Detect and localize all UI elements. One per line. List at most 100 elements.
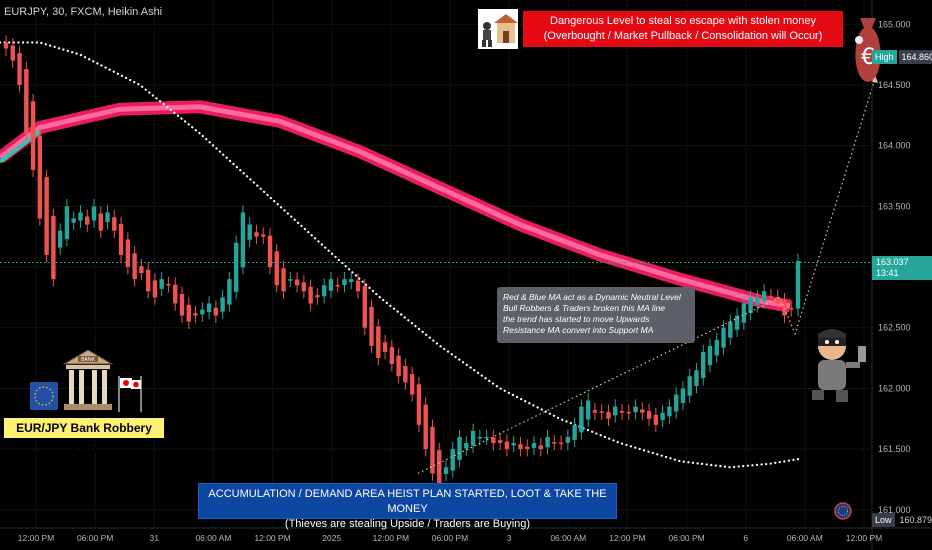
candle-body	[673, 394, 679, 412]
candle-body	[118, 223, 124, 255]
price-tick-label: 163.500	[878, 201, 911, 211]
candle-body	[125, 239, 131, 268]
candle-body	[321, 285, 327, 297]
candle-body	[687, 376, 692, 396]
plan-title: EUR/JPY Bank Robbery Plan	[3, 417, 165, 455]
candle-body	[294, 279, 300, 286]
candle-body	[3, 42, 9, 49]
time-tick-label: 12:00 PM	[254, 533, 290, 543]
low-label: Low	[872, 513, 895, 527]
time-tick-label: 6	[743, 533, 748, 543]
candle-body	[328, 279, 334, 291]
high-value: 164.860	[898, 50, 932, 64]
candle-body	[518, 444, 523, 450]
candle-body	[748, 297, 753, 314]
candle-body	[308, 286, 313, 304]
time-tick-label: 12:00 PM	[846, 533, 882, 543]
candle-body	[159, 279, 164, 289]
candle-body	[572, 424, 577, 440]
candle-body	[240, 212, 246, 268]
candle-body	[795, 260, 801, 309]
candle-body	[193, 313, 198, 316]
candle-body	[477, 436, 483, 439]
candle-body	[301, 282, 307, 292]
price-tick-label: 161.500	[878, 444, 911, 454]
price-tick-label: 165.000	[878, 19, 911, 29]
candle-body	[105, 212, 110, 223]
bank-building-icon: BANK	[62, 349, 114, 410]
candle-body	[423, 404, 428, 450]
low-value: 160.879	[896, 513, 932, 527]
candle-body	[511, 443, 516, 446]
candle-body	[755, 297, 760, 306]
time-tick-label: 12:00 PM	[609, 533, 645, 543]
candle-body	[552, 442, 557, 444]
candle-body	[220, 297, 225, 312]
candle-body	[254, 232, 259, 237]
time-axis[interactable]: 12:00 PM 06:00 PM 31 06:00 AM 12:00 PM 2025 12…	[18, 533, 882, 543]
candle-body	[558, 442, 564, 445]
candle-body	[30, 101, 36, 170]
dotted-curve-layer	[0, 41, 802, 469]
dotted-curve	[0, 41, 802, 469]
time-tick-label: 31	[150, 533, 160, 543]
candle-body	[538, 445, 543, 450]
candle-body	[396, 355, 401, 377]
candle-body	[335, 284, 340, 287]
time-tick-label: 06:00 PM	[77, 533, 113, 543]
danger-line-2: (Overbought / Market Pullback / Consolid…	[543, 30, 823, 42]
euro-coin-icon	[834, 502, 852, 520]
time-tick-label: 06:00 PM	[432, 533, 468, 543]
candle-body	[152, 280, 158, 298]
candle-body	[173, 284, 178, 304]
candle-body	[667, 406, 672, 417]
candle-body	[64, 206, 70, 240]
candle-body	[37, 135, 43, 219]
candle-body	[85, 216, 90, 225]
candle-body	[484, 436, 489, 439]
accumulation-box: ACCUMULATION / DEMAND AREA HEIST PLAN ST…	[198, 483, 617, 530]
candle-body	[443, 467, 449, 474]
candle-body	[24, 69, 29, 134]
candle-body	[166, 284, 171, 286]
time-tick-label: 12:00 PM	[18, 533, 54, 543]
candle-body	[376, 326, 381, 359]
japan-flag-icon	[118, 376, 142, 412]
candle-body	[450, 449, 455, 471]
candle-body	[565, 436, 571, 443]
candle-body	[267, 235, 273, 268]
candle-body	[362, 285, 367, 328]
candle-body	[497, 440, 503, 444]
candle-body	[227, 279, 232, 305]
candle-body	[91, 206, 97, 221]
candle-body	[470, 430, 476, 446]
countdown: 13:41	[876, 267, 899, 278]
time-tick-label: 2025	[322, 533, 341, 543]
candle-body	[186, 304, 191, 322]
candle-body	[768, 296, 774, 298]
candle-body	[315, 295, 320, 298]
candle-body	[200, 309, 205, 315]
low-badge: Low 160.879	[872, 513, 932, 527]
candle-body	[44, 177, 49, 255]
danger-level-box: Dangerous Level to steal so escape with …	[523, 11, 843, 47]
candle-body	[10, 45, 15, 61]
candle-body	[782, 300, 787, 316]
time-tick-label: 12:00 PM	[373, 533, 409, 543]
candle-body	[389, 347, 395, 365]
bank-sign: BANK	[81, 357, 95, 363]
candle-body	[213, 307, 219, 316]
price-tick-label: 162.500	[878, 323, 911, 333]
accum-line-1: ACCUMULATION / DEMAND AREA HEIST PLAN ST…	[208, 488, 607, 515]
candle-body	[349, 279, 354, 283]
high-badge: High 164.860	[872, 50, 932, 64]
candle-body	[734, 315, 740, 330]
ma-note-line-4: Resistance MA convert into Support MA	[503, 325, 654, 335]
danger-line-1: Dangerous Level to steal so escape with …	[550, 15, 816, 27]
eu-flag-icon	[30, 382, 58, 410]
ma-note-box: Red & Blue MA act as a Dynamic Neutral L…	[497, 287, 695, 343]
chart-header: EURJPY, 30, FXCM, Heikin Ashi	[4, 6, 163, 18]
ma-note-line-2: Bull Robbers & Traders broken this MA li…	[503, 303, 666, 313]
candle-body	[633, 406, 638, 413]
